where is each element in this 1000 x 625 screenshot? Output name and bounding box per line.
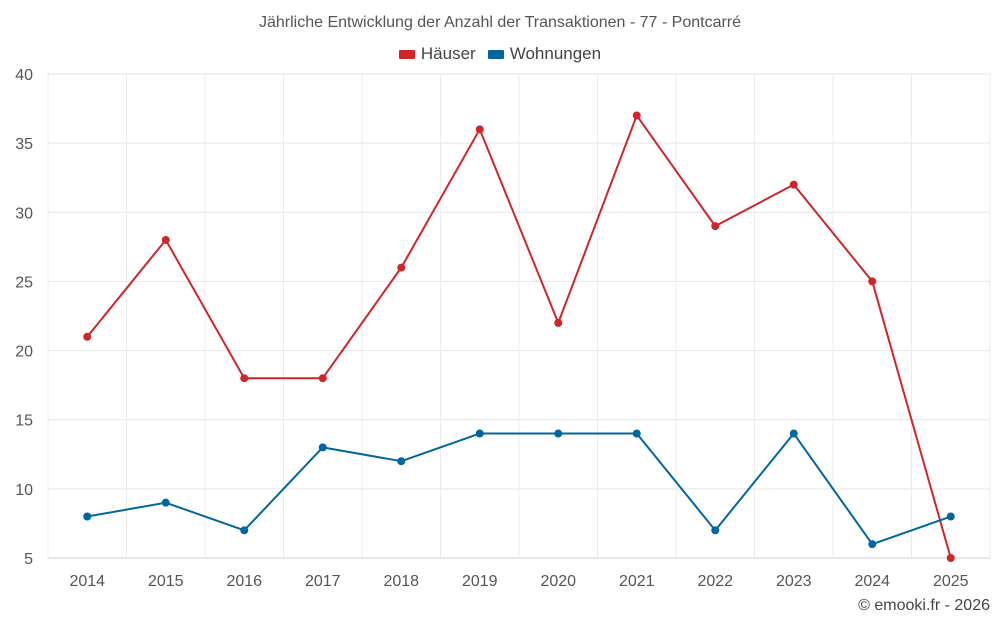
data-point-wohnungen: [318, 443, 327, 452]
y-tick-label: 10: [15, 482, 33, 499]
data-point-haeuser: [318, 374, 327, 383]
x-tick-label: 2016: [226, 573, 262, 590]
series-line-wohnungen: [87, 432, 952, 546]
data-point-haeuser: [397, 263, 406, 272]
data-point-haeuser: [161, 235, 170, 244]
y-tick-label: 15: [15, 413, 33, 430]
data-point-wohnungen: [632, 429, 641, 438]
data-point-haeuser: [240, 374, 249, 383]
chart-title: Jährliche Entwicklung der Anzahl der Tra…: [258, 14, 742, 31]
y-tick-label: 40: [15, 67, 33, 84]
data-point-haeuser: [475, 125, 484, 134]
legend-label-wohnungen: Wohnungen: [509, 44, 602, 63]
y-tick-label: 20: [15, 344, 33, 361]
data-point-haeuser: [789, 180, 798, 189]
data-point-haeuser: [946, 554, 955, 562]
x-tick-label: 2024: [854, 573, 890, 590]
data-point-wohnungen: [789, 429, 798, 438]
x-tick-label: 2017: [305, 573, 341, 590]
legend-item-haeuser[interactable]: Häuser: [398, 44, 476, 64]
legend-label-haeuser: Häuser: [420, 44, 476, 63]
data-point-wohnungen: [161, 498, 170, 507]
legend-swatch-haeuser: [398, 49, 415, 59]
x-tick-label: 2022: [697, 573, 733, 590]
data-point-wohnungen: [240, 526, 249, 535]
data-point-wohnungen: [475, 429, 484, 438]
x-tick-label: 2025: [933, 573, 969, 590]
x-tick-label: 2020: [540, 573, 576, 590]
data-point-wohnungen: [868, 540, 877, 549]
x-tick-label: 2014: [69, 573, 105, 590]
data-point-wohnungen: [711, 526, 720, 535]
data-point-wohnungen: [554, 429, 563, 438]
x-tick-label: 2018: [383, 573, 419, 590]
data-point-haeuser: [632, 111, 641, 120]
y-tick-label: 35: [15, 136, 33, 153]
y-tick-label: 5: [24, 551, 33, 568]
credit-text: © emooki.fr - 2026: [858, 597, 990, 614]
legend-item-wohnungen[interactable]: Wohnungen: [487, 44, 602, 64]
y-tick-label: 30: [15, 205, 33, 222]
x-tick-label: 2015: [148, 573, 184, 590]
y-tick-label: 25: [15, 274, 33, 291]
data-point-wohnungen: [397, 457, 406, 466]
x-tick-label: 2019: [462, 573, 498, 590]
x-tick-label: 2021: [619, 573, 655, 590]
data-point-haeuser: [711, 222, 720, 231]
legend-swatch-wohnungen: [487, 49, 504, 59]
data-point-wohnungen: [946, 512, 955, 521]
data-point-haeuser: [554, 318, 563, 327]
data-point-wohnungen: [83, 512, 92, 521]
data-point-haeuser: [83, 332, 92, 341]
legend: Häuser Wohnungen: [0, 44, 1000, 64]
series-line-haeuser: [86, 114, 952, 559]
data-point-haeuser: [868, 277, 877, 286]
x-tick-label: 2023: [776, 573, 812, 590]
